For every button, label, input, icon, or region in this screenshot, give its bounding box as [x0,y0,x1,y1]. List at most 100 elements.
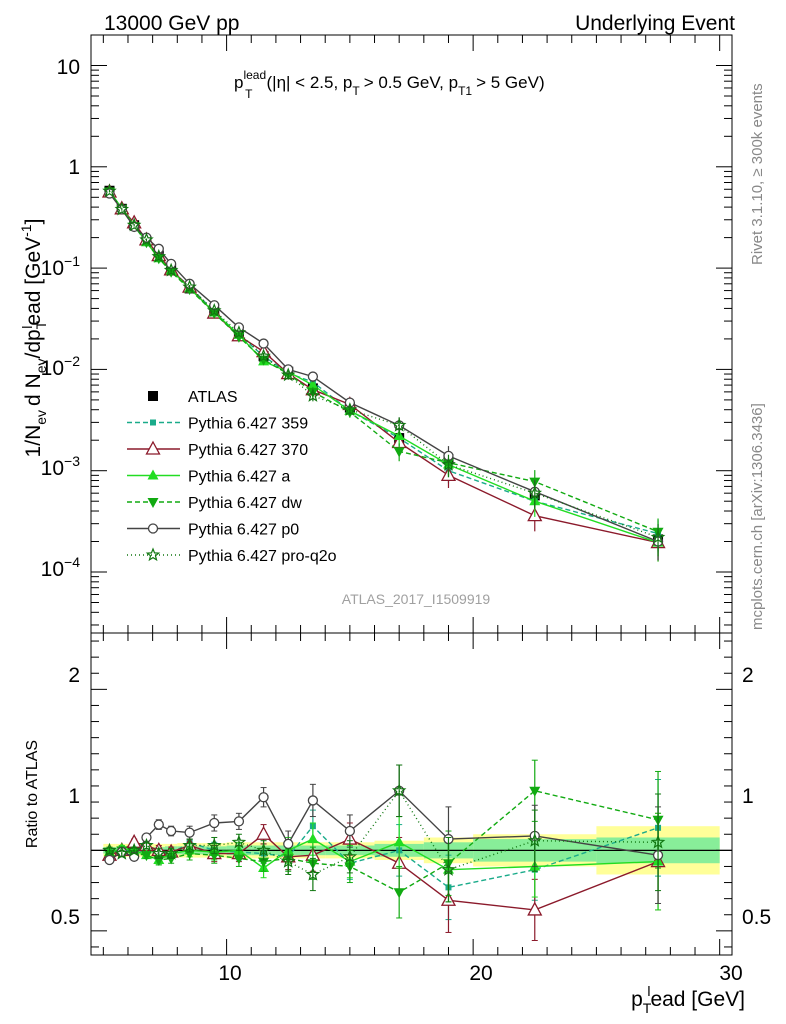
point-pdw [393,447,405,458]
series-ATLAS [104,185,664,545]
header-left-label: 13000 GeV pp [104,12,239,35]
ratio-point-pq2o [139,837,154,852]
upper-y-tick-labels: 10 1 10−1 10−2 10−3 10−4 [41,56,81,581]
ratio-tick-left-2: 2 [68,664,80,687]
ratio-point-p370 [255,825,272,840]
point-pa [307,379,319,390]
upper-panel-title: plead T(|η| < 2.5, pT > 0.5 GeV, pT1 > 5 Ge… [234,68,545,101]
upper-panel-ticks [91,34,732,633]
point-pp0 [258,338,269,349]
legend-marker-pdw [147,498,159,508]
point-pp0 [153,243,164,254]
ratio-point-p370 [527,901,543,916]
x-tick-label-30: 30 [719,962,742,985]
ratio-point-pdw [393,888,405,899]
point-pq2o [126,217,142,232]
ratio-series-pq2o [102,764,666,903]
point-pq2o [163,262,179,277]
ratio-tick-left-0.5: 0.5 [51,906,80,929]
lower-panel-data [101,759,666,942]
point-pq2o [114,201,130,216]
ratio-point-pp0 [307,795,319,806]
point-pq2o [280,367,296,382]
x-tick-label-20: 20 [469,962,492,985]
ratio-tick-right-2: 2 [742,664,754,687]
legend-marker-pp0 [147,523,159,534]
legend-entry-pdw: Pythia 6.427 dw [127,495,302,512]
ratio-point-pq2o [305,866,321,881]
legend-marker-p370 [145,440,161,455]
legend-label-pp0: Pythia 6.427 p0 [188,522,299,539]
ratio-point-pq2o [163,845,179,860]
ratio-point-pq2o [342,849,358,863]
point-pq2o [151,248,167,263]
lower-y-axis-label: Ratio to ATLAS [24,740,41,848]
ratio-point-pq2o [114,845,130,860]
legend-label-pa: Pythia 6.427 a [188,469,290,486]
legend-entry-pa: Pythia 6.427 a [127,469,290,486]
legend-entry-p370: Pythia 6.427 370 [127,440,308,459]
ratio-point-pq2o [391,783,407,797]
header-right-label: Underlying Event [575,12,735,35]
x-axis-label: pTlead [GeV] [631,983,745,1016]
point-pq2o [527,485,543,500]
ratio-point-pdw [529,786,541,797]
upper-panel-data [101,183,666,562]
legend-label-p370: Pythia 6.427 370 [188,442,308,459]
y-tick-label-10: 10 [57,56,80,79]
series-pq2o [102,183,666,557]
ratio-point-pq2o [206,837,222,852]
ratio-point-pq2o [182,837,197,852]
ratio-point-pdw [233,854,245,865]
ratio-point-pp0 [344,825,356,837]
point-pq2o [650,529,666,544]
ratio-point-pq2o [441,862,456,876]
ratio-point-pp0 [165,825,177,837]
legend-marker-pa [147,469,159,480]
lower-panel-frame [90,632,733,956]
point-pq2o [231,325,247,339]
legend-marker-pq2o [145,547,161,562]
point-pq2o [441,456,456,471]
ratio-point-pp0 [104,854,115,866]
ratio-point-pdw [140,851,152,862]
x-tick-labels: 10 20 30 [218,962,742,985]
ratio-tick-left-1: 1 [68,785,80,808]
point-pq2o [139,232,154,247]
ratio-point-pp0 [283,838,294,850]
mcplots-label: mcplots.cern.ch [arXiv:1306.3436] [749,403,766,630]
legend-entry-pq2o: Pythia 6.427 pro-q2o [127,547,337,565]
y-tick-label-1e-3: 10−3 [41,453,81,480]
y-tick-label-1e-4: 10−4 [41,554,81,581]
ratio-point-pq2o [231,834,247,849]
ratio-point-pp0 [209,817,220,829]
point-pq2o [182,279,197,294]
legend-marker-ATLAS [148,391,158,401]
ratio-point-pq2o [126,842,142,857]
legend-label-p359: Pythia 6.427 359 [188,416,308,433]
ratio-point-pq2o [102,842,117,857]
series-line-p370 [108,191,659,544]
ratio-point-pq2o [527,833,543,847]
ratio-point-pp0 [184,827,195,838]
ratio-tick-right-0.5: 0.5 [742,906,771,929]
ratio-point-pq2o [256,842,271,857]
lower-panel-ticks [91,633,732,955]
y-tick-label-1e-2: 10−2 [41,353,81,380]
ratio-point-pp0 [233,816,245,827]
upper-panel-frame [90,34,733,634]
x-tick-label-10: 10 [218,962,241,985]
point-pq2o [102,183,117,198]
y-tick-label-1e-1: 10−1 [41,253,81,280]
point-pq2o [206,303,222,317]
point-pq2o [342,402,358,416]
legend-label-pdw: Pythia 6.427 dw [188,495,302,512]
y-tick-label-1: 1 [68,156,80,179]
ratio-point-pa [393,836,405,847]
point-pq2o [256,348,271,363]
lower-y-tick-labels: 2 1 0.5 2 1 0.5 [51,664,771,929]
analysis-id-label: ATLAS_2017_I1509919 [342,591,491,607]
point-pq2o [305,388,321,402]
ratio-point-pq2o [280,853,296,868]
